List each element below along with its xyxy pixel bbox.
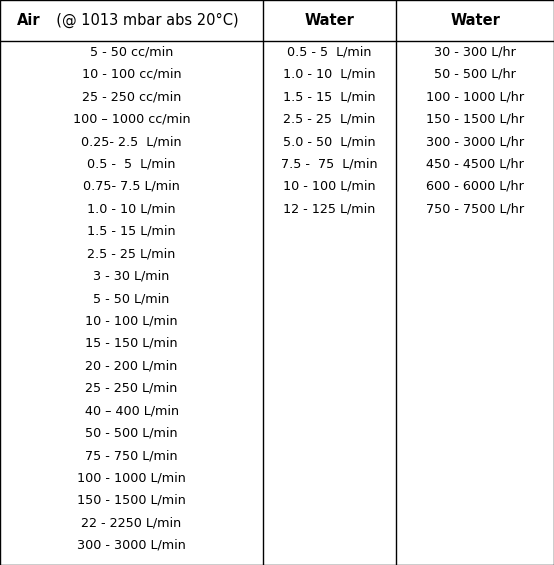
Text: 30 - 300 L/hr: 30 - 300 L/hr [434,45,516,58]
Text: 10 - 100 L/min: 10 - 100 L/min [283,180,376,193]
Text: 20 - 200 L/min: 20 - 200 L/min [85,359,178,372]
Text: 50 - 500 L/hr: 50 - 500 L/hr [434,68,516,81]
Text: 7.5 -  75  L/min: 7.5 - 75 L/min [281,158,378,171]
Text: 10 - 100 L/min: 10 - 100 L/min [85,315,178,328]
Text: 25 - 250 L/min: 25 - 250 L/min [85,382,178,395]
Text: 12 - 125 L/min: 12 - 125 L/min [284,202,376,215]
Text: 75 - 750 L/min: 75 - 750 L/min [85,449,178,462]
Text: 100 – 1000 cc/min: 100 – 1000 cc/min [73,112,191,125]
Text: 2.5 - 25 L/min: 2.5 - 25 L/min [88,247,176,260]
Text: 600 - 6000 L/hr: 600 - 6000 L/hr [426,180,524,193]
Text: 750 - 7500 L/hr: 750 - 7500 L/hr [426,202,524,215]
Text: 0.5 - 5  L/min: 0.5 - 5 L/min [288,45,372,58]
Text: 1.0 - 10  L/min: 1.0 - 10 L/min [283,68,376,81]
Text: 25 - 250 cc/min: 25 - 250 cc/min [82,90,181,103]
Text: 40 – 400 L/min: 40 – 400 L/min [85,404,178,417]
Text: 150 - 1500 L/min: 150 - 1500 L/min [77,494,186,507]
Text: 15 - 150 L/min: 15 - 150 L/min [85,337,178,350]
Text: 22 - 2250 L/min: 22 - 2250 L/min [81,516,182,529]
Text: 5.0 - 50  L/min: 5.0 - 50 L/min [283,135,376,148]
Text: 0.25- 2.5  L/min: 0.25- 2.5 L/min [81,135,182,148]
Text: 0.75- 7.5 L/min: 0.75- 7.5 L/min [83,180,180,193]
Text: Water: Water [305,13,355,28]
Text: 10 - 100 cc/min: 10 - 100 cc/min [82,68,181,81]
Text: 300 - 3000 L/hr: 300 - 3000 L/hr [426,135,524,148]
Text: 100 - 1000 L/min: 100 - 1000 L/min [77,472,186,485]
Text: 50 - 500 L/min: 50 - 500 L/min [85,427,178,440]
Text: 5 - 50 L/min: 5 - 50 L/min [94,292,170,305]
Text: 2.5 - 25  L/min: 2.5 - 25 L/min [284,112,376,125]
Text: 3 - 30 L/min: 3 - 30 L/min [94,270,170,282]
Text: 1.5 - 15 L/min: 1.5 - 15 L/min [88,225,176,238]
Text: 150 - 1500 L/hr: 150 - 1500 L/hr [426,112,524,125]
Text: 0.5 -  5  L/min: 0.5 - 5 L/min [88,158,176,171]
Text: 300 - 3000 L/min: 300 - 3000 L/min [77,539,186,552]
Text: (@ 1013 mbar abs 20°C): (@ 1013 mbar abs 20°C) [47,13,239,28]
Text: 1.5 - 15  L/min: 1.5 - 15 L/min [283,90,376,103]
Text: 5 - 50 cc/min: 5 - 50 cc/min [90,45,173,58]
Text: 1.0 - 10 L/min: 1.0 - 10 L/min [88,202,176,215]
Text: Air: Air [17,13,40,28]
Text: Water: Water [450,13,500,28]
Text: 100 - 1000 L/hr: 100 - 1000 L/hr [426,90,524,103]
Text: 450 - 4500 L/hr: 450 - 4500 L/hr [426,158,524,171]
